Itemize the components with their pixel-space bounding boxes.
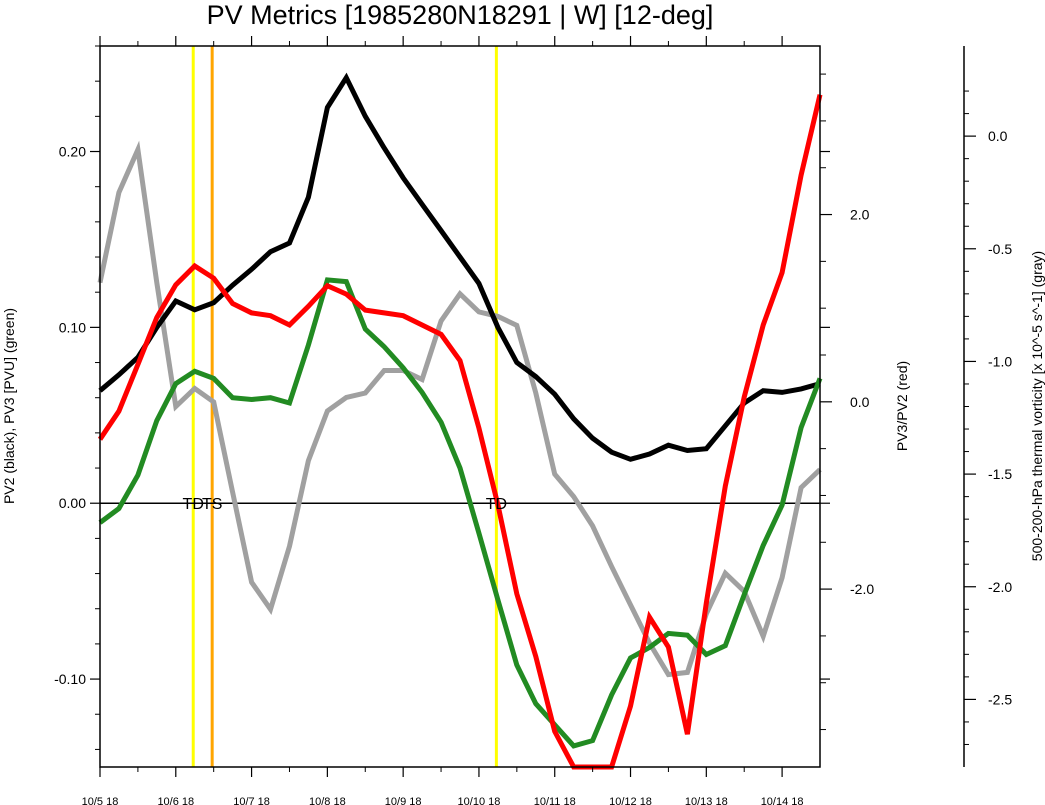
plot-frame: [99, 45, 821, 768]
red-tick-label: 2.0: [850, 207, 870, 223]
plot-background: [100, 46, 820, 767]
gray-tick-label: -1.0: [988, 353, 1012, 369]
gray-tick-label: -2.0: [988, 579, 1012, 595]
x-tick-label: 10/12 18: [609, 796, 652, 805]
x-tick-label: 10/6 18: [157, 796, 194, 805]
series-lines: [97, 72, 823, 770]
right-axis-red: 2.0 0.0 -2.0: [820, 73, 874, 731]
left-tick-label: 0.10: [59, 319, 86, 335]
x-tick-label: 10/11 18: [534, 796, 576, 805]
x-tick-label: 10/13 18: [685, 796, 728, 805]
gray-tick-label: 0.0: [988, 128, 1008, 144]
series-line-pv3-pv2: [97, 94, 823, 770]
red-tick-label: -2.0: [850, 581, 874, 597]
x-tick-label: 10/9 18: [385, 796, 422, 805]
left-tick-label: 0.00: [59, 495, 86, 511]
x-tick-label: 10/7 18: [233, 796, 270, 805]
left-tick-label: 0.20: [59, 144, 86, 160]
left-axis: 0.20 0.10 0.00 -0.10: [54, 45, 830, 750]
x-tick-label: 10/14 18: [761, 796, 804, 805]
x-tick-label: 10/5 18: [82, 796, 119, 805]
gray-tick-label: -0.5: [988, 241, 1012, 257]
red-axis-label: PV3/PV2 (red): [894, 361, 910, 451]
event-label-ts-1: TS: [202, 496, 222, 513]
gray-tick-label: -2.5: [988, 691, 1012, 707]
event-label-td-2: TD: [486, 496, 507, 513]
gray-axis-label: 500-200-hPa thermal vorticity [x 10^-5 s…: [1029, 251, 1045, 561]
chart-title: PV Metrics [1985280N18291 | W] [12-deg]: [207, 0, 714, 30]
x-tick-label: 10/8 18: [309, 796, 346, 805]
plot-border: [99, 45, 821, 768]
plot-area: [100, 46, 820, 767]
red-tick-label: 0.0: [850, 394, 870, 410]
left-axis-label: PV2 (black), PV3 [PVU] (green): [1, 308, 17, 504]
event-label-td-0: TD: [183, 496, 204, 513]
x-tick-label: 10/10 18: [458, 796, 501, 805]
right-axis-gray: 0.0 -0.5 -1.0 -1.5 -2.0 -2.5: [963, 46, 1012, 767]
left-tick-label: -0.10: [54, 671, 86, 687]
gray-tick-label: -1.5: [988, 466, 1012, 482]
series-line-pv2: [98, 72, 821, 462]
x-axis: 10/5 18 10/6 18 10/7 18 10/8 18 10/9 18 10/10…: [82, 36, 804, 805]
